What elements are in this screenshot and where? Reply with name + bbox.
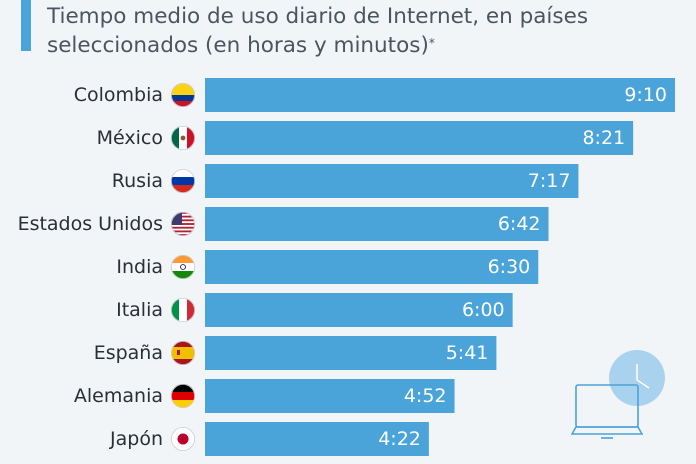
category-label: Estados Unidos <box>18 213 163 235</box>
category-label: España <box>94 342 163 364</box>
value-label: 4:22 <box>378 428 421 450</box>
value-label: 4:52 <box>404 385 447 407</box>
value-label: 6:30 <box>488 256 531 278</box>
spain-flag-icon <box>171 341 195 365</box>
value-label: 6:00 <box>462 299 505 321</box>
category-label: México <box>97 127 163 149</box>
colombia-flag-icon <box>171 83 195 107</box>
category-label: Alemania <box>74 385 163 407</box>
bar <box>205 164 579 198</box>
category-label: Italia <box>116 299 163 321</box>
italy-flag-icon <box>171 298 195 322</box>
bar <box>205 207 549 241</box>
mexico-flag-icon <box>171 126 195 150</box>
category-label: India <box>116 256 163 278</box>
bar <box>205 250 539 284</box>
category-label: Japón <box>109 428 163 450</box>
value-label: 7:17 <box>528 170 571 192</box>
value-label: 6:42 <box>498 213 541 235</box>
germany-flag-icon <box>171 384 195 408</box>
value-label: 5:41 <box>446 342 489 364</box>
chart-title: Tiempo medio de uso diario de Internet, … <box>47 2 667 60</box>
title-accent-bar <box>21 0 31 51</box>
bar <box>205 78 675 112</box>
bar <box>205 379 455 413</box>
clock-icon <box>609 350 665 406</box>
bar <box>205 293 513 327</box>
chart-title-text: Tiempo medio de uso diario de Internet, … <box>47 4 589 58</box>
usa-flag-icon <box>171 212 195 236</box>
laptop-icon <box>570 382 644 444</box>
value-label: 9:10 <box>624 84 667 106</box>
india-flag-icon <box>171 255 195 279</box>
value-label: 8:21 <box>582 127 625 149</box>
bar <box>205 422 429 456</box>
title-footnote-mark: * <box>428 36 435 50</box>
category-label: Colombia <box>74 84 163 106</box>
bar <box>205 121 634 155</box>
russia-flag-icon <box>171 169 195 193</box>
bar <box>205 336 497 370</box>
category-label: Rusia <box>112 170 163 192</box>
japan-flag-icon <box>171 427 195 451</box>
